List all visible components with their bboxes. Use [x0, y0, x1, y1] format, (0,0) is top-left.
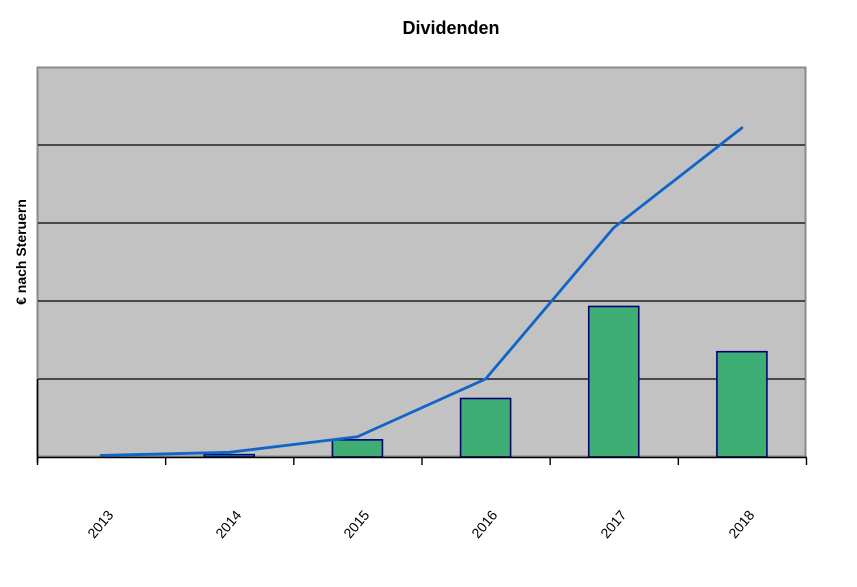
- bar-2016: [459, 397, 512, 458]
- bar-2018: [716, 350, 768, 458]
- bar-2014: [203, 453, 256, 458]
- bar-2017: [587, 305, 640, 458]
- bar-2015: [331, 439, 384, 458]
- chart-title: Dividenden: [402, 18, 500, 38]
- line-series: [99, 126, 744, 457]
- plot-area: [36, 66, 807, 458]
